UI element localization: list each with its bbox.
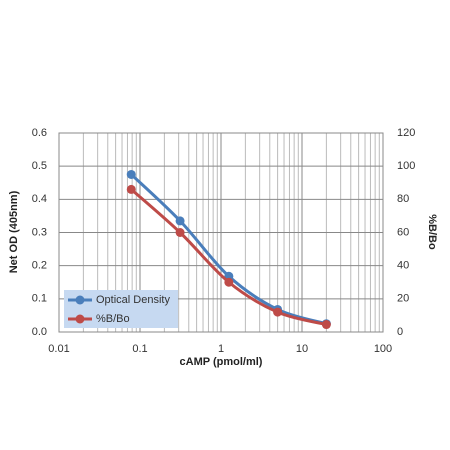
y2-tick-label: 0 [397, 326, 403, 338]
y2-tick-label: 100 [397, 160, 415, 172]
legend: Optical Density %B/Bo [64, 290, 178, 328]
y-tick-label: 0.2 [32, 260, 47, 272]
data-point [175, 228, 185, 237]
plot-frame [58, 132, 384, 333]
x-tick-label: 0.01 [48, 343, 69, 355]
data-point [224, 277, 234, 287]
y-tick-label: 0.3 [32, 226, 47, 238]
x-axis-label: cAMP (pmol/ml) [180, 356, 263, 368]
y-tick-label: 0.0 [32, 326, 47, 338]
y-tick-label: 0.4 [32, 193, 47, 205]
legend-label: Optical Density [96, 294, 170, 306]
legend-label: %B/Bo [96, 313, 130, 325]
y-tick-label: 0.5 [32, 160, 47, 172]
y-tick-label: 0.1 [32, 293, 47, 305]
x-tick-label: 1 [218, 343, 224, 355]
y2-axis-label: %B/Bo [426, 214, 438, 250]
data-point [321, 320, 331, 330]
y-axis-label: Net OD (405nm) [8, 190, 20, 273]
y-tick-label: 0.6 [32, 127, 47, 139]
legend-marker [75, 314, 85, 324]
y2-tick-label: 40 [397, 260, 409, 272]
y2-tick-label: 80 [397, 193, 409, 205]
data-point [273, 307, 283, 317]
x-tick-label: 100 [374, 343, 392, 355]
y2-tick-label: 20 [397, 293, 409, 305]
legend-marker [75, 295, 85, 305]
x-tick-label: 0.1 [132, 343, 147, 355]
data-point [126, 184, 136, 194]
data-point [175, 216, 185, 226]
y2-tick-label: 60 [397, 226, 409, 238]
x-tick-label: 10 [296, 343, 308, 355]
data-point [126, 169, 136, 179]
y2-tick-label: 120 [397, 127, 415, 139]
